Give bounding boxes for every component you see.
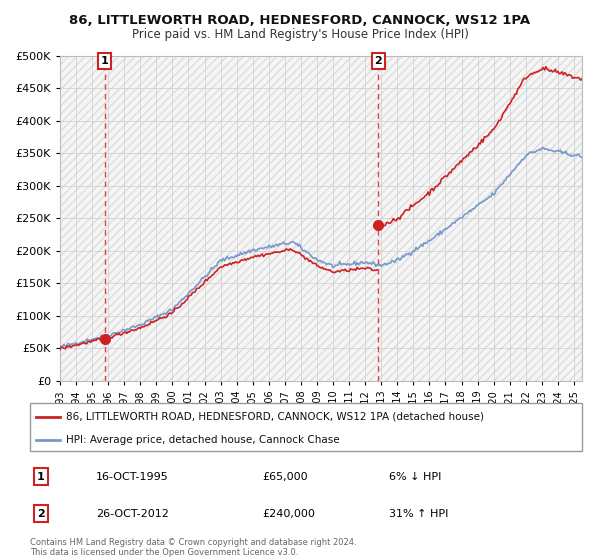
Text: 1: 1 [37,472,45,482]
Text: 2: 2 [374,56,382,66]
Text: 31% ↑ HPI: 31% ↑ HPI [389,508,448,519]
Text: Price paid vs. HM Land Registry's House Price Index (HPI): Price paid vs. HM Land Registry's House … [131,28,469,41]
Text: 16-OCT-1995: 16-OCT-1995 [96,472,169,482]
Text: 2: 2 [37,508,45,519]
Text: 6% ↓ HPI: 6% ↓ HPI [389,472,441,482]
Text: 1: 1 [101,56,109,66]
FancyBboxPatch shape [30,403,582,451]
Text: £65,000: £65,000 [262,472,307,482]
Text: HPI: Average price, detached house, Cannock Chase: HPI: Average price, detached house, Cann… [66,435,340,445]
Text: Contains HM Land Registry data © Crown copyright and database right 2024.
This d: Contains HM Land Registry data © Crown c… [30,538,356,557]
Text: 26-OCT-2012: 26-OCT-2012 [96,508,169,519]
Text: 86, LITTLEWORTH ROAD, HEDNESFORD, CANNOCK, WS12 1PA (detached house): 86, LITTLEWORTH ROAD, HEDNESFORD, CANNOC… [66,412,484,422]
Text: 86, LITTLEWORTH ROAD, HEDNESFORD, CANNOCK, WS12 1PA: 86, LITTLEWORTH ROAD, HEDNESFORD, CANNOC… [70,14,530,27]
Text: £240,000: £240,000 [262,508,315,519]
